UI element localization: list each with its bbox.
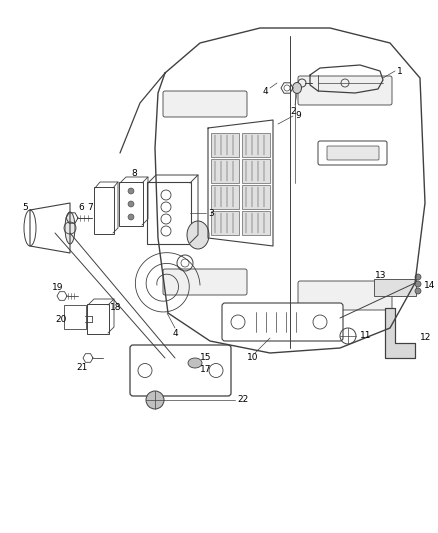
Bar bbox=[242, 211, 270, 235]
Circle shape bbox=[415, 281, 421, 287]
FancyBboxPatch shape bbox=[327, 146, 379, 160]
FancyBboxPatch shape bbox=[94, 187, 114, 234]
Text: 4: 4 bbox=[173, 328, 179, 337]
FancyBboxPatch shape bbox=[298, 76, 392, 105]
Bar bbox=[242, 159, 270, 183]
Text: 21: 21 bbox=[76, 362, 87, 372]
FancyBboxPatch shape bbox=[163, 269, 247, 295]
FancyBboxPatch shape bbox=[222, 303, 343, 341]
Text: 19: 19 bbox=[52, 282, 64, 292]
Text: 12: 12 bbox=[420, 334, 431, 343]
Bar bbox=[242, 133, 270, 157]
Text: 11: 11 bbox=[360, 332, 371, 341]
FancyBboxPatch shape bbox=[298, 281, 392, 310]
FancyBboxPatch shape bbox=[318, 141, 387, 165]
Text: 18: 18 bbox=[110, 303, 121, 312]
Ellipse shape bbox=[65, 212, 75, 244]
Text: 10: 10 bbox=[247, 353, 258, 362]
FancyBboxPatch shape bbox=[87, 304, 109, 334]
Bar bbox=[211, 185, 239, 209]
Circle shape bbox=[415, 274, 421, 280]
Ellipse shape bbox=[187, 221, 209, 249]
Bar bbox=[211, 211, 239, 235]
Text: 1: 1 bbox=[397, 67, 403, 76]
Text: 3: 3 bbox=[208, 208, 214, 217]
Text: 8: 8 bbox=[131, 168, 137, 177]
Text: 22: 22 bbox=[237, 395, 248, 405]
Bar bbox=[211, 159, 239, 183]
FancyBboxPatch shape bbox=[163, 91, 247, 117]
FancyBboxPatch shape bbox=[147, 182, 191, 244]
Bar bbox=[242, 185, 270, 209]
Circle shape bbox=[128, 188, 134, 194]
Polygon shape bbox=[385, 308, 415, 358]
Bar bbox=[211, 133, 239, 157]
Text: 9: 9 bbox=[295, 111, 301, 120]
FancyBboxPatch shape bbox=[374, 279, 416, 296]
Text: 14: 14 bbox=[424, 280, 435, 289]
Text: 5: 5 bbox=[22, 204, 28, 213]
Text: 13: 13 bbox=[375, 271, 386, 279]
Text: 2: 2 bbox=[290, 107, 296, 116]
Circle shape bbox=[415, 288, 421, 294]
Text: 6: 6 bbox=[78, 204, 84, 213]
FancyBboxPatch shape bbox=[119, 182, 143, 226]
Circle shape bbox=[146, 391, 164, 409]
Circle shape bbox=[128, 214, 134, 220]
Ellipse shape bbox=[293, 83, 301, 93]
FancyBboxPatch shape bbox=[64, 305, 86, 329]
Text: 7: 7 bbox=[87, 204, 93, 213]
Circle shape bbox=[128, 201, 134, 207]
Text: 20: 20 bbox=[55, 316, 67, 325]
Text: 4: 4 bbox=[263, 86, 268, 95]
Ellipse shape bbox=[179, 352, 197, 364]
FancyBboxPatch shape bbox=[130, 345, 231, 396]
Text: 17: 17 bbox=[200, 366, 212, 375]
Text: 15: 15 bbox=[200, 353, 212, 362]
Ellipse shape bbox=[188, 358, 202, 368]
